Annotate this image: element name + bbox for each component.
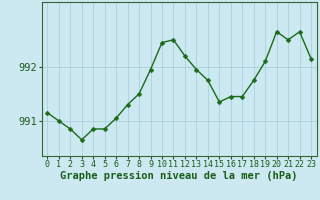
X-axis label: Graphe pression niveau de la mer (hPa): Graphe pression niveau de la mer (hPa) [60,171,298,181]
